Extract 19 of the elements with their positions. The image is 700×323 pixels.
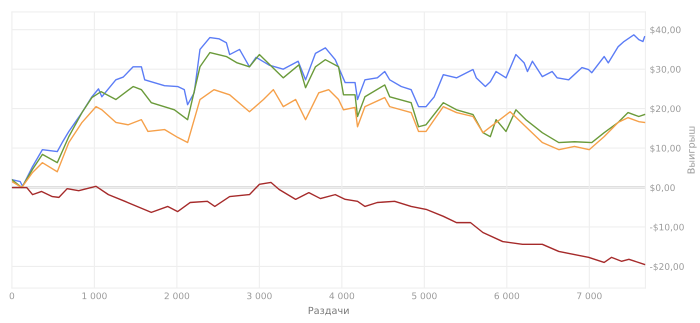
x-tick-label: 2 000 — [164, 292, 190, 300]
x-tick-label: 6 000 — [494, 292, 520, 300]
y-tick-label: $10,00 — [650, 144, 681, 153]
x-axis-title: Раздачи — [308, 306, 349, 316]
x-tick-label: 4 000 — [329, 292, 354, 300]
x-tick-label: 7 000 — [577, 292, 602, 300]
line-series — [12, 88, 646, 188]
y-tick-label: -$10,00 — [650, 224, 684, 232]
x-tick-label: 3 000 — [247, 292, 272, 300]
y-tick-label: -$20,00 — [650, 262, 684, 272]
y-tick-label: $0,00 — [650, 184, 675, 192]
y-tick-label: $20,00 — [650, 105, 681, 114]
x-tick-label: 5 000 — [412, 292, 437, 300]
y-tick-label: $30,00 — [650, 66, 681, 74]
x-tick-label: 1 000 — [82, 292, 107, 300]
x-tick-label: 0 — [10, 292, 14, 300]
line-series — [12, 182, 646, 266]
y-axis-title: Выигрыш — [687, 126, 697, 174]
y-tick-label: $40,00 — [650, 26, 681, 34]
